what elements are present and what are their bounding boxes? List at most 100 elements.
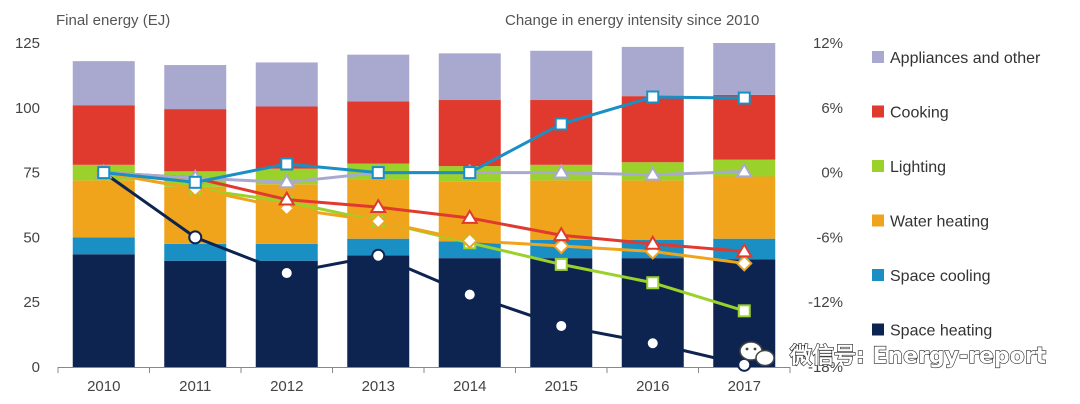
marker-cooking-2017: [735, 242, 753, 258]
marker-cooking-2014: [461, 208, 479, 224]
marker-appliances-and-other-2016: [644, 165, 662, 181]
watermark-text: 微信号: Energy-report: [789, 343, 1047, 369]
bar-appliances-and-other-2012: [255, 62, 318, 107]
marker-lighting-2016: [646, 276, 660, 290]
bar-appliances-and-other-2014: [438, 53, 501, 101]
y-tick-label: 125: [15, 35, 40, 52]
bar-water-heating-2017: [713, 176, 776, 239]
marker-space-heating-2012: [279, 266, 294, 281]
bar-cooking-2013: [347, 101, 410, 164]
bar-space-heating-2015: [530, 258, 593, 367]
bar-space-cooling-2010: [72, 237, 135, 255]
bar-cooking-2015: [530, 100, 593, 165]
y2-tick-label: -12%: [808, 294, 843, 311]
bar-space-heating-2013: [347, 255, 410, 367]
legend-label-water-heating: Water heating: [890, 214, 989, 231]
marker-space-heating-2013: [371, 248, 386, 263]
bar-space-cooling-2011: [164, 243, 227, 261]
y2-tick-label: 0%: [821, 165, 843, 182]
y-tick-label: 25: [23, 294, 40, 311]
right-axis-title: Change in energy intensity since 2010: [505, 12, 759, 29]
bar-appliances-and-other-2015: [530, 50, 593, 101]
x-tick-label: 2017: [728, 378, 761, 395]
bar-space-heating-2011: [164, 260, 227, 367]
x-tick-label: 2016: [636, 378, 669, 395]
marker-cooking-2016: [644, 234, 662, 250]
x-tick-label: 2013: [362, 378, 395, 395]
bar-space-cooling-2012: [255, 243, 318, 261]
bar-space-heating-2016: [621, 258, 684, 367]
x-tick-label: 2014: [453, 378, 486, 395]
marker-cooking-2015: [552, 226, 570, 242]
bar-appliances-and-other-2013: [347, 54, 410, 102]
marker-space-heating-2015: [554, 318, 569, 333]
x-tick-label: 2011: [179, 378, 211, 395]
legend: Appliances and other Cooking Lighting Water…: [872, 50, 1041, 340]
y-tick-label: 100: [15, 100, 40, 117]
x-tick-label: 2012: [270, 378, 303, 395]
marker-water-heating-2015: [552, 237, 570, 255]
legend-swatch-space-heating: [872, 323, 884, 336]
marker-lighting-2015: [554, 257, 568, 271]
marker-appliances-and-other-2015: [552, 163, 570, 179]
legend-label-cooking: Cooking: [890, 105, 949, 122]
legend-label-appliances-and-other: Appliances and other: [890, 50, 1041, 67]
y2-tick-label: 12%: [813, 35, 843, 52]
marker-appliances-and-other-2012: [278, 173, 296, 189]
legend-label-lighting: Lighting: [890, 159, 946, 176]
bar-appliances-and-other-2016: [621, 46, 684, 97]
bar-water-heating-2016: [621, 180, 684, 240]
marker-space-cooling-2014: [463, 166, 477, 180]
bar-cooking-2014: [438, 100, 501, 167]
marker-cooking-2013: [369, 198, 387, 214]
bar-appliances-and-other-2017: [713, 43, 776, 95]
marker-space-heating-2014: [462, 287, 477, 302]
legend-swatch-lighting: [872, 160, 884, 172]
legend-label-space-cooling: Space cooling: [890, 268, 991, 285]
marker-space-cooling-2016: [646, 90, 660, 104]
y2-tick-label: -18%: [808, 359, 843, 376]
bar-cooking-2010: [72, 105, 135, 165]
y-tick-label: 50: [23, 229, 40, 246]
bar-cooking-2016: [621, 96, 684, 163]
left-axis-title: Final energy (EJ): [56, 12, 170, 29]
marker-space-heating-2017: [737, 357, 752, 372]
marker-space-heating-2011: [188, 230, 203, 245]
legend-swatch-cooking: [872, 105, 884, 118]
y2-tick-label: -6%: [816, 229, 843, 246]
marker-appliances-and-other-2017: [735, 162, 753, 178]
marker-water-heating-2014: [461, 232, 479, 250]
legend-swatch-space-cooling: [872, 269, 884, 281]
y-tick-label: 0: [32, 359, 40, 376]
wechat-icon: [739, 341, 775, 367]
marker-space-cooling-2011: [188, 175, 202, 189]
marker-cooking-2012: [278, 190, 296, 206]
marker-space-cooling-2012: [280, 157, 294, 171]
line-space-heating: [102, 171, 745, 367]
bar-water-heating-2010: [72, 180, 135, 238]
line-space-cooling: [103, 95, 745, 184]
x-tick-label: 2010: [87, 378, 120, 395]
legend-swatch-water-heating: [872, 214, 884, 227]
bar-cooking-2011: [164, 109, 227, 172]
y-tick-label: 75: [23, 165, 40, 182]
line-water-heating: [103, 171, 745, 265]
bar-space-cooling-2013: [347, 238, 410, 256]
marker-space-cooling-2013: [371, 166, 385, 180]
y2-tick-label: 6%: [821, 100, 843, 117]
bar-space-heating-2010: [72, 254, 135, 367]
bar-cooking-2017: [713, 94, 776, 160]
marker-water-heating-2013: [369, 212, 387, 230]
line-cooking: [103, 171, 745, 253]
x-tick-label: 2015: [545, 378, 578, 395]
bar-appliances-and-other-2010: [72, 61, 135, 106]
watermark: 微信号: Energy-report: [739, 341, 1047, 370]
legend-label-space-heating: Space heating: [890, 323, 992, 340]
legend-swatch-appliances-and-other: [872, 51, 884, 63]
bar-appliances-and-other-2011: [164, 65, 227, 110]
marker-space-cooling-2010: [97, 166, 111, 180]
marker-water-heating-2017: [735, 254, 753, 272]
bar-space-heating-2014: [438, 258, 501, 367]
marker-space-heating-2016: [645, 336, 660, 351]
